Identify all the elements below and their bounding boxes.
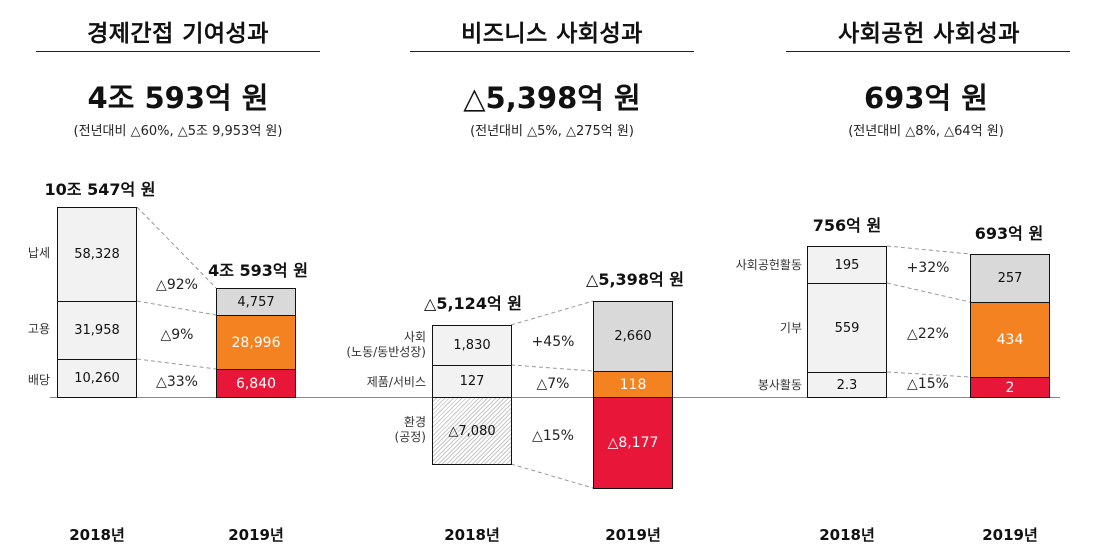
category-label: 봉사활동: [757, 378, 802, 392]
bar-segment: 31,958: [57, 301, 137, 360]
bar-segment: 195: [807, 246, 887, 284]
panel1-title-rule: [36, 51, 320, 52]
change-label: △92%: [156, 277, 198, 293]
change-label: +45%: [531, 334, 575, 350]
change-label: △7%: [536, 376, 570, 392]
bar-segment: 10,260: [57, 359, 137, 398]
panel3-title-rule: [786, 51, 1070, 52]
bar-segment: 4,757: [216, 288, 296, 316]
category-label: 고용: [27, 322, 50, 336]
zero-baseline: [50, 397, 1060, 398]
panel1-subtitle: (전년대비 △60%, △5조 9,953억 원): [73, 124, 283, 139]
bar-segment: 2: [970, 377, 1050, 398]
year-label: 2019년: [605, 526, 661, 544]
bar-segment: 58,328: [57, 207, 137, 302]
category-name-detail: (공정): [394, 430, 426, 444]
change-label: △15%: [907, 376, 949, 392]
connector-line: [886, 245, 971, 255]
panel3-headline: 693억 원: [864, 81, 988, 115]
bar-segment: 1,830: [432, 325, 512, 366]
bar-segment: 434: [970, 302, 1050, 378]
year-label: 2019년: [228, 526, 284, 544]
category-name: 환경: [403, 415, 426, 429]
change-label: △33%: [156, 374, 198, 390]
category-label: 기부: [779, 321, 802, 335]
connector-line: [510, 463, 594, 489]
category-label: 납세: [27, 246, 50, 260]
panel2-title: 비즈니스 사회성과: [461, 21, 643, 47]
panel1-total-2019: 4조 593억 원: [208, 261, 308, 280]
bar-segment: 127: [432, 365, 512, 398]
panel2-total-2019: △5,398억 원: [586, 270, 684, 289]
connector-line: [886, 282, 971, 303]
year-label: 2018년: [444, 526, 500, 544]
connector-line: [510, 364, 594, 372]
bar-segment-hatched: △7,080: [432, 397, 512, 465]
bar-segment: △8,177: [593, 397, 673, 489]
panel1-total-2018: 10조 547억 원: [44, 180, 156, 199]
category-label: 배당: [27, 373, 50, 387]
panel1-title: 경제간접 기여성과: [87, 21, 269, 47]
bar-segment: 559: [807, 283, 887, 373]
bar-segment: 118: [593, 371, 673, 398]
connector-line: [136, 300, 217, 316]
category-label: 제품/서비스: [366, 375, 426, 389]
panel2-headline: △5,398억 원: [463, 81, 641, 115]
year-label: 2018년: [819, 526, 875, 544]
panel2-subtitle: (전년대비 △5%, △275억 원): [470, 124, 634, 139]
category-name-detail: (노동/동반성장): [346, 345, 426, 359]
change-label: +32%: [906, 260, 950, 276]
category-label: 환경 (공정): [316, 415, 426, 445]
panel2-title-rule: [410, 51, 694, 52]
bar-segment: 28,996: [216, 315, 296, 370]
category-name: 사회: [403, 330, 426, 344]
connector-line: [136, 358, 217, 370]
year-label: 2018년: [69, 526, 125, 544]
bar-segment: 2.3: [807, 372, 887, 398]
year-label: 2019년: [982, 526, 1038, 544]
category-label: 사회 (노동/동반성장): [316, 330, 426, 360]
panel1-headline: 4조 593억 원: [87, 81, 269, 115]
category-label: 사회공헌활동: [735, 258, 802, 272]
panel3-title: 사회공헌 사회성과: [838, 21, 1020, 47]
change-label: △15%: [532, 428, 574, 444]
panel3-total-2018: 756억 원: [812, 216, 882, 235]
bar-segment: 6,840: [216, 369, 296, 398]
bar-segment: 257: [970, 254, 1050, 303]
panel3-subtitle: (전년대비 △8%, △64억 원): [848, 124, 1004, 139]
bar-segment: 2,660: [593, 301, 673, 372]
change-label: △9%: [160, 327, 194, 343]
panel3-total-2019: 693억 원: [974, 224, 1044, 243]
change-label: △22%: [907, 326, 949, 342]
panel2-total-2018: △5,124억 원: [424, 294, 522, 313]
